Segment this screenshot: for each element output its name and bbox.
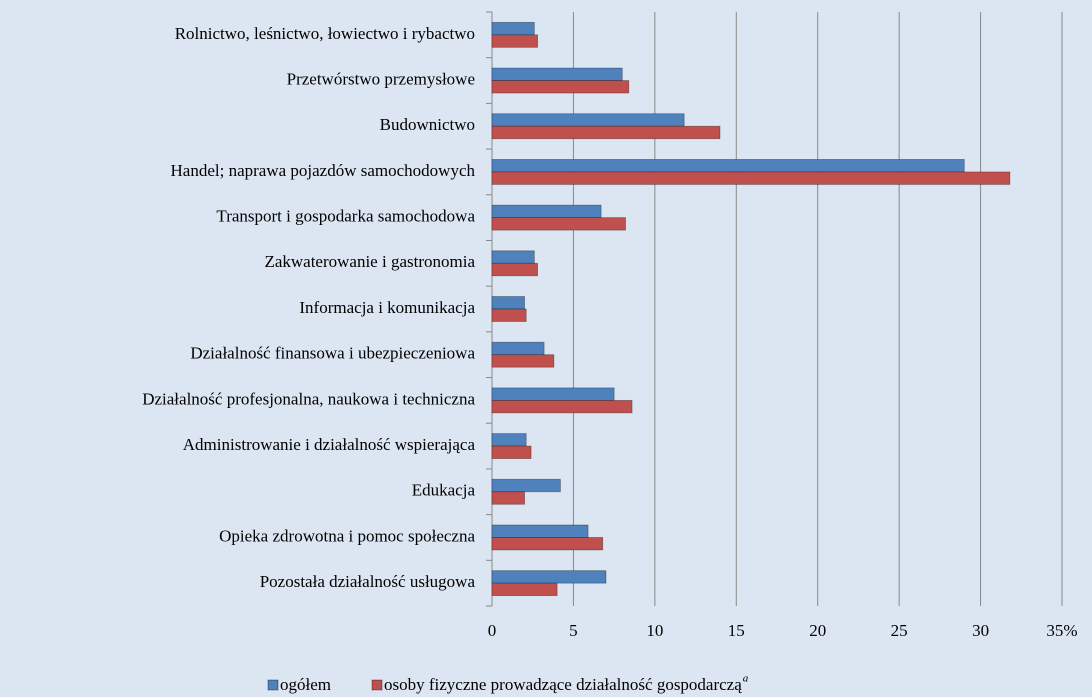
x-tick-label: 5 — [569, 621, 578, 640]
bar — [491, 537, 604, 551]
bar — [491, 21, 535, 36]
x-tick-label: 25 — [891, 621, 908, 640]
bar — [491, 262, 538, 277]
y-tick-label: Edukacja — [412, 481, 476, 500]
bar — [491, 445, 532, 459]
bar — [491, 159, 965, 173]
bar — [491, 341, 545, 356]
y-tick-label: Zakwaterowanie i gastronomia — [264, 252, 475, 271]
bar — [491, 67, 623, 81]
y-tick-label: Administrowanie i działalność wspierając… — [183, 435, 476, 454]
bar — [491, 491, 525, 505]
footnote-marker: a — [743, 673, 749, 685]
bar — [491, 354, 555, 368]
bar — [491, 308, 527, 322]
x-tick-label: 10 — [646, 621, 663, 640]
x-tick-label: 15 — [728, 621, 745, 640]
y-tick-label: Handel; naprawa pojazdów samochodowych — [171, 161, 476, 180]
x-tick-label: 35% — [1046, 621, 1077, 640]
bar — [491, 296, 525, 310]
legend-label: osoby fizyczne prowadzące działalność go… — [384, 675, 742, 694]
bar — [491, 582, 558, 597]
y-tick-label: Przetwórstwo przemysłowe — [287, 69, 475, 88]
bar — [491, 34, 538, 48]
bar — [491, 113, 685, 127]
bar — [491, 478, 561, 493]
y-tick-label: Działalność finansowa i ubezpieczeniowa — [190, 344, 475, 363]
y-tick-label: Budownictwo — [380, 115, 475, 134]
bar — [491, 250, 535, 264]
bar — [491, 125, 721, 140]
x-tick-label: 30 — [972, 621, 989, 640]
legend-label: ogółem — [280, 675, 331, 694]
bar — [491, 570, 607, 584]
x-tick-label: 0 — [488, 621, 497, 640]
bar — [491, 433, 527, 447]
bar — [491, 171, 1011, 185]
bar — [491, 399, 633, 414]
y-tick-label: Informacja i komunikacja — [299, 298, 475, 317]
y-tick-label: Działalność profesjonalna, naukowa i tec… — [142, 389, 475, 408]
y-tick-label: Transport i gospodarka samochodowa — [216, 207, 475, 226]
x-tick-label: 20 — [809, 621, 826, 640]
y-tick-label: Rolnictwo, leśnictwo, łowiectwo i rybact… — [175, 24, 475, 43]
y-tick-label: Opieka zdrowotna i pomoc społeczna — [219, 526, 475, 545]
bar — [491, 217, 626, 231]
bar — [491, 80, 630, 94]
legend-swatch — [371, 679, 383, 691]
y-tick-label: Pozostała działalność usługowa — [260, 572, 476, 591]
bar — [491, 524, 589, 538]
bar — [491, 387, 615, 401]
bar — [491, 204, 602, 219]
legend-swatch — [267, 679, 279, 691]
